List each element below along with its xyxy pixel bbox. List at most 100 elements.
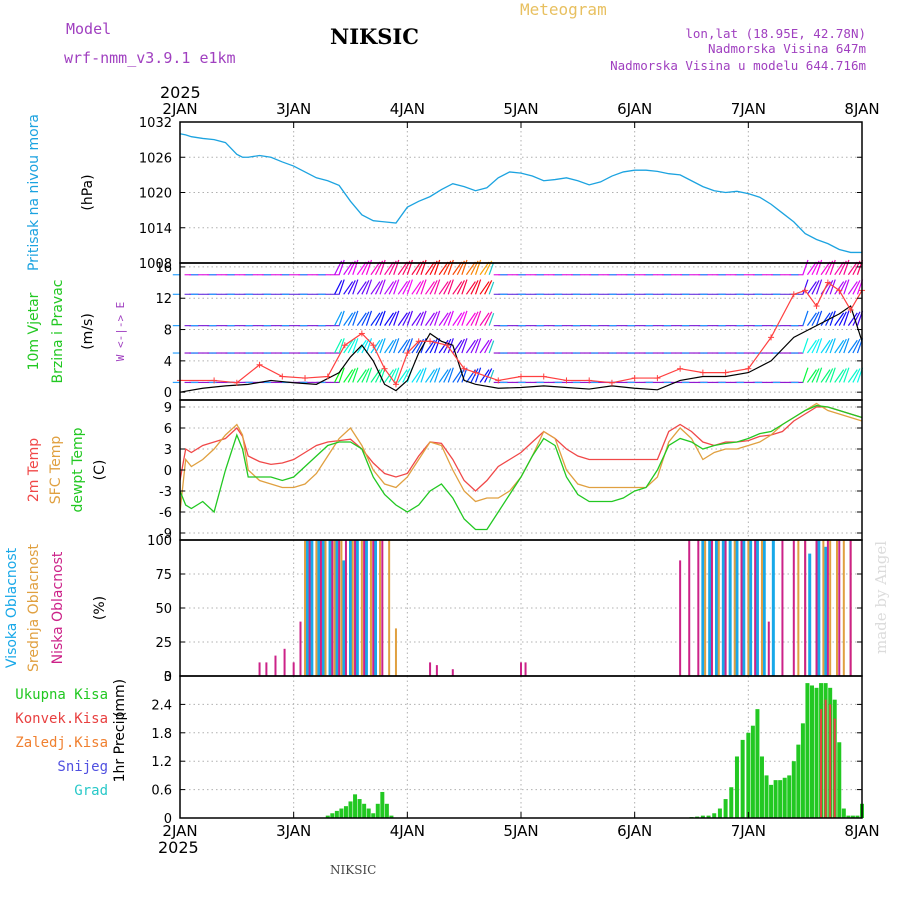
wind-arrow [361, 280, 370, 295]
mid_cloud-bar [733, 540, 736, 676]
x-tick-label-top: 6JAN [617, 100, 652, 118]
high_cloud-bar [728, 540, 732, 676]
low_cloud-bar [815, 540, 818, 676]
x-tick-label-top: 3JAN [276, 100, 311, 118]
total_precip-bar [764, 775, 769, 818]
wind-arrow [388, 338, 397, 354]
mid_cloud-bar [351, 540, 354, 676]
low_cloud-bar [767, 621, 770, 676]
wind-arrow [847, 281, 858, 295]
wind-arrow [820, 369, 831, 383]
total_precip-bar [371, 813, 376, 818]
wind-arrow [379, 338, 386, 354]
model-label: Model [66, 20, 111, 38]
wind-arrow [420, 259, 427, 275]
wind-arrow [370, 261, 381, 276]
wind-arrow [843, 259, 850, 275]
total_precip-bar [366, 808, 371, 818]
wind-arrow [402, 368, 411, 383]
wind-arrow [402, 338, 411, 354]
high_cloud-bar [749, 540, 753, 676]
wind-arrow [843, 338, 850, 354]
wind-arrow [825, 338, 834, 354]
model-name: wrf-nmm_v3.9.1 e1km [64, 49, 236, 67]
total_precip-bar [800, 723, 805, 818]
tsfc-line [179, 402, 863, 513]
wind-arrow [488, 281, 495, 295]
low_cloud-bar [688, 540, 691, 676]
total_precip-bar [712, 813, 717, 818]
wind-arrow [452, 312, 463, 326]
wind-arrow [388, 368, 397, 383]
wind-arrow [384, 312, 395, 326]
high_cloud-bar [817, 540, 821, 676]
y-axis-label: Pritisak na nivou mora [26, 114, 42, 271]
wind-arrow [415, 368, 425, 383]
wind-arrow [852, 368, 861, 383]
wind-arrow [361, 368, 370, 383]
x-tick-label-top: 2JAN [162, 100, 197, 118]
high_cloud-bar [808, 553, 812, 676]
y-axis-label: Visoka Oblacnost [4, 547, 20, 668]
wind-arrow [365, 310, 373, 326]
wind-arrow [384, 369, 395, 383]
y-axis-label: Niska Oblacnost [50, 551, 66, 664]
x-tick-label-bottom: 5JAN [503, 822, 538, 840]
y-tick-label: -6 [159, 506, 172, 521]
mid_cloud-bar [379, 540, 382, 676]
wind-arrow [470, 338, 479, 354]
y-unit-label: (C) [92, 460, 108, 481]
total_precip-bar [855, 815, 860, 818]
precip-legend-entry: Konvek.Kisa [15, 711, 108, 727]
y-tick-label: 75 [155, 568, 172, 583]
y-tick-label: 25 [155, 636, 172, 651]
wind-arrow [406, 259, 413, 275]
lonlat-label: lon,lat (18.95E, 42.78N) [685, 26, 866, 41]
wind-arrow [829, 338, 836, 354]
total_precip-bar [734, 756, 739, 818]
wind-arrow [474, 259, 482, 275]
wind-arrow [815, 279, 823, 295]
wind-arrow [334, 311, 343, 326]
wind-arrow [425, 281, 435, 295]
marks-layer [172, 133, 865, 818]
wind-arrow [415, 280, 425, 295]
wind-arrow [434, 279, 441, 295]
low_cloud-bar [740, 540, 743, 676]
panel-frame [179, 121, 863, 264]
total_precip-bar [700, 815, 705, 818]
high_cloud-bar [349, 540, 352, 676]
wind-arrow [447, 338, 454, 354]
y-axis-label: 1hr Precip [112, 712, 128, 783]
gust-line [180, 281, 863, 386]
mid_cloud-bar [333, 540, 336, 676]
total_precip-bar [791, 761, 796, 818]
wind-arrow [465, 261, 476, 276]
grid-layer [180, 122, 862, 818]
wind-arrow [420, 367, 427, 383]
mid_cloud-bar [704, 540, 707, 676]
mid_cloud-bar [797, 540, 800, 676]
wind-arrow [384, 339, 395, 354]
low_cloud-bar [331, 540, 334, 676]
wind-arrow [365, 279, 373, 295]
precip-legend-entry: Grad [74, 783, 108, 799]
total_precip-bar [796, 744, 801, 818]
low_cloud-bar [724, 540, 727, 676]
total_precip-bar [759, 756, 764, 818]
wind-arrow [802, 259, 809, 275]
total_precip-bar [380, 791, 385, 818]
panel-frame [179, 399, 863, 541]
y-axis-label: 10m Vjetar [26, 292, 42, 370]
y-tick-label: 0.6 [151, 784, 172, 799]
total_precip-bar [334, 810, 339, 818]
mid_cloud-bar [304, 540, 307, 676]
wind-arrow [479, 281, 490, 295]
credit-label: made by Angel [872, 541, 890, 654]
mid_cloud-bar [747, 540, 750, 676]
total_precip-bar [750, 725, 755, 818]
low_cloud-bar [849, 540, 852, 676]
high_cloud-bar [824, 546, 828, 676]
wind-arrow [802, 338, 809, 354]
